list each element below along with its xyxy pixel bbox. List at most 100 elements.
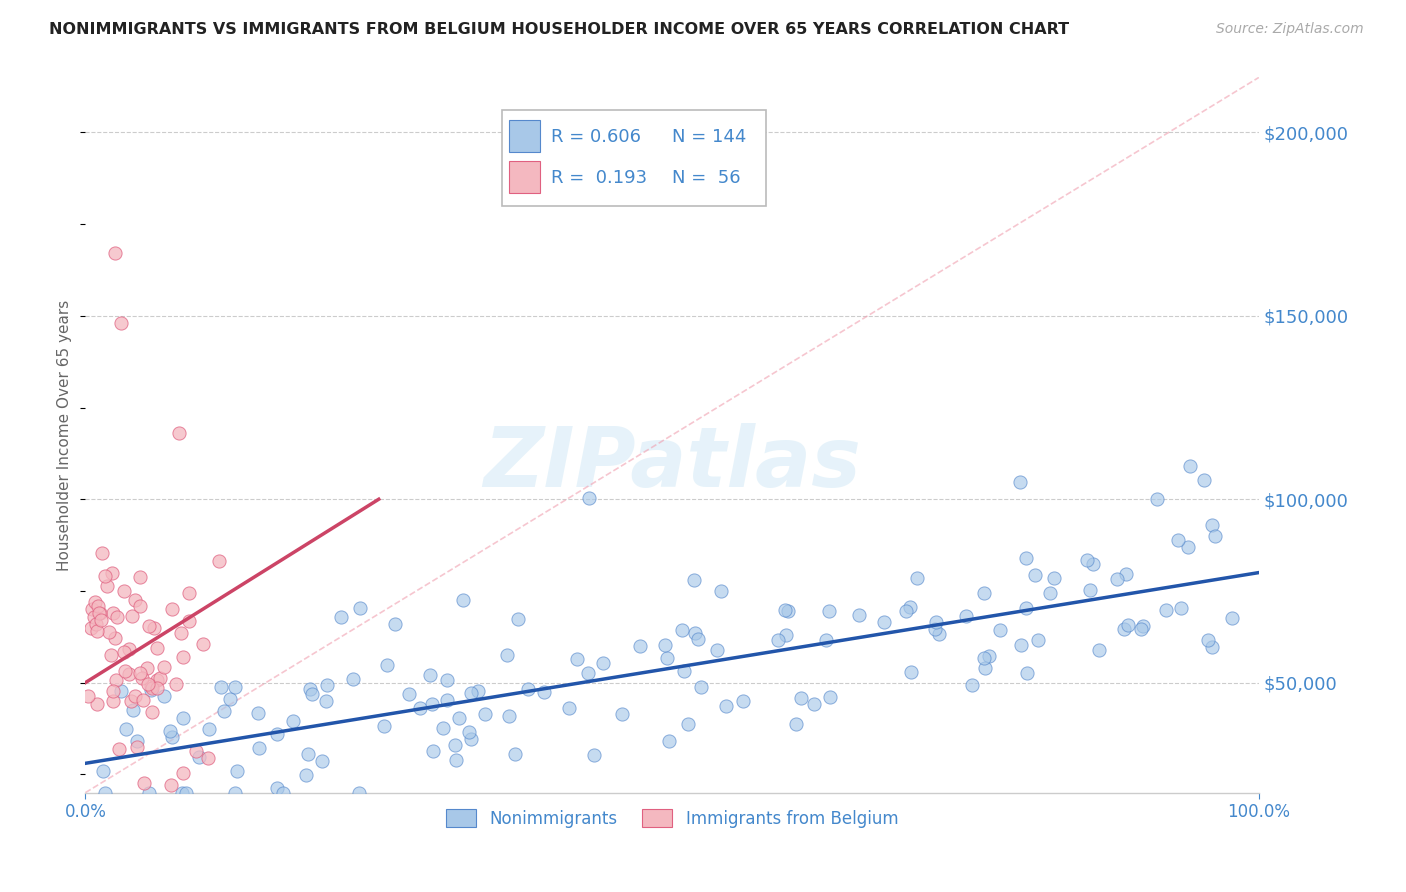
Point [152,660,174,674]
Point [508,612,530,626]
Point [103,607,125,621]
Point [671,623,693,637]
Point [960,678,983,692]
Point [785,717,807,731]
Point [848,607,870,622]
Point [1083,557,1105,571]
Point [86,624,108,639]
Point [973,650,995,665]
Point [209,680,232,694]
Point [444,753,467,767]
Point [172,786,194,800]
Point [107,741,129,756]
Point [436,693,458,707]
Point [778,604,800,618]
Point [91,546,114,560]
Point [136,661,159,675]
Point [1010,638,1032,652]
Point [315,694,337,708]
Point [112,583,135,598]
Legend: Nonimmigrants, Immigrants from Belgium: Nonimmigrants, Immigrants from Belgium [439,803,905,834]
Point [136,677,159,691]
Point [83,595,105,609]
Point [1015,551,1038,566]
Point [104,673,127,687]
Point [96,579,118,593]
Point [98,624,121,639]
Point [86,697,108,711]
Point [460,686,482,700]
Point [101,566,124,580]
Point [105,610,128,624]
Point [94,786,117,800]
Point [1014,601,1036,615]
Point [149,671,172,685]
Point [124,689,146,703]
Point [688,632,710,647]
Point [1076,553,1098,567]
Point [146,673,169,687]
Point [159,724,181,739]
Point [170,626,193,640]
Point [592,656,614,670]
Point [974,661,997,675]
Point [125,734,148,748]
Point [142,621,165,635]
Point [160,602,183,616]
Point [576,665,599,680]
Point [689,681,711,695]
Point [775,628,797,642]
Point [101,693,124,707]
Point [565,652,588,666]
Point [129,666,152,681]
Point [818,604,841,618]
Point [533,685,555,699]
Y-axis label: Householder Income Over 65 years: Householder Income Over 65 years [58,300,72,571]
Point [82,602,104,616]
Point [120,694,142,708]
Point [977,648,1000,663]
Point [174,786,197,800]
Point [706,643,728,657]
Point [1015,666,1038,681]
Point [271,786,294,800]
Point [198,722,221,736]
Point [118,642,141,657]
Text: N =  56: N = 56 [672,169,741,186]
Point [94,569,117,583]
Point [803,698,825,712]
Point [77,689,100,703]
Point [103,683,125,698]
Point [443,739,465,753]
Point [112,645,135,659]
Point [710,583,733,598]
Point [165,676,187,690]
Point [658,734,681,748]
Point [115,723,138,737]
Point [731,694,754,708]
Point [460,732,482,747]
FancyBboxPatch shape [509,161,540,193]
Point [141,705,163,719]
Point [297,747,319,761]
Point [673,665,696,679]
Point [498,708,520,723]
Point [422,744,444,758]
Point [139,683,162,698]
Text: N = 144: N = 144 [672,128,747,145]
Point [93,764,115,778]
Point [172,766,194,780]
Point [924,622,946,636]
Point [1008,475,1031,489]
Text: ZIPatlas: ZIPatlas [484,423,860,504]
Point [146,640,169,655]
Point [1043,571,1066,585]
Point [1107,572,1129,586]
Point [503,747,526,761]
Point [197,751,219,765]
Point [558,701,581,715]
Point [898,599,921,614]
Point [266,727,288,741]
FancyBboxPatch shape [509,120,540,152]
Point [925,615,948,630]
